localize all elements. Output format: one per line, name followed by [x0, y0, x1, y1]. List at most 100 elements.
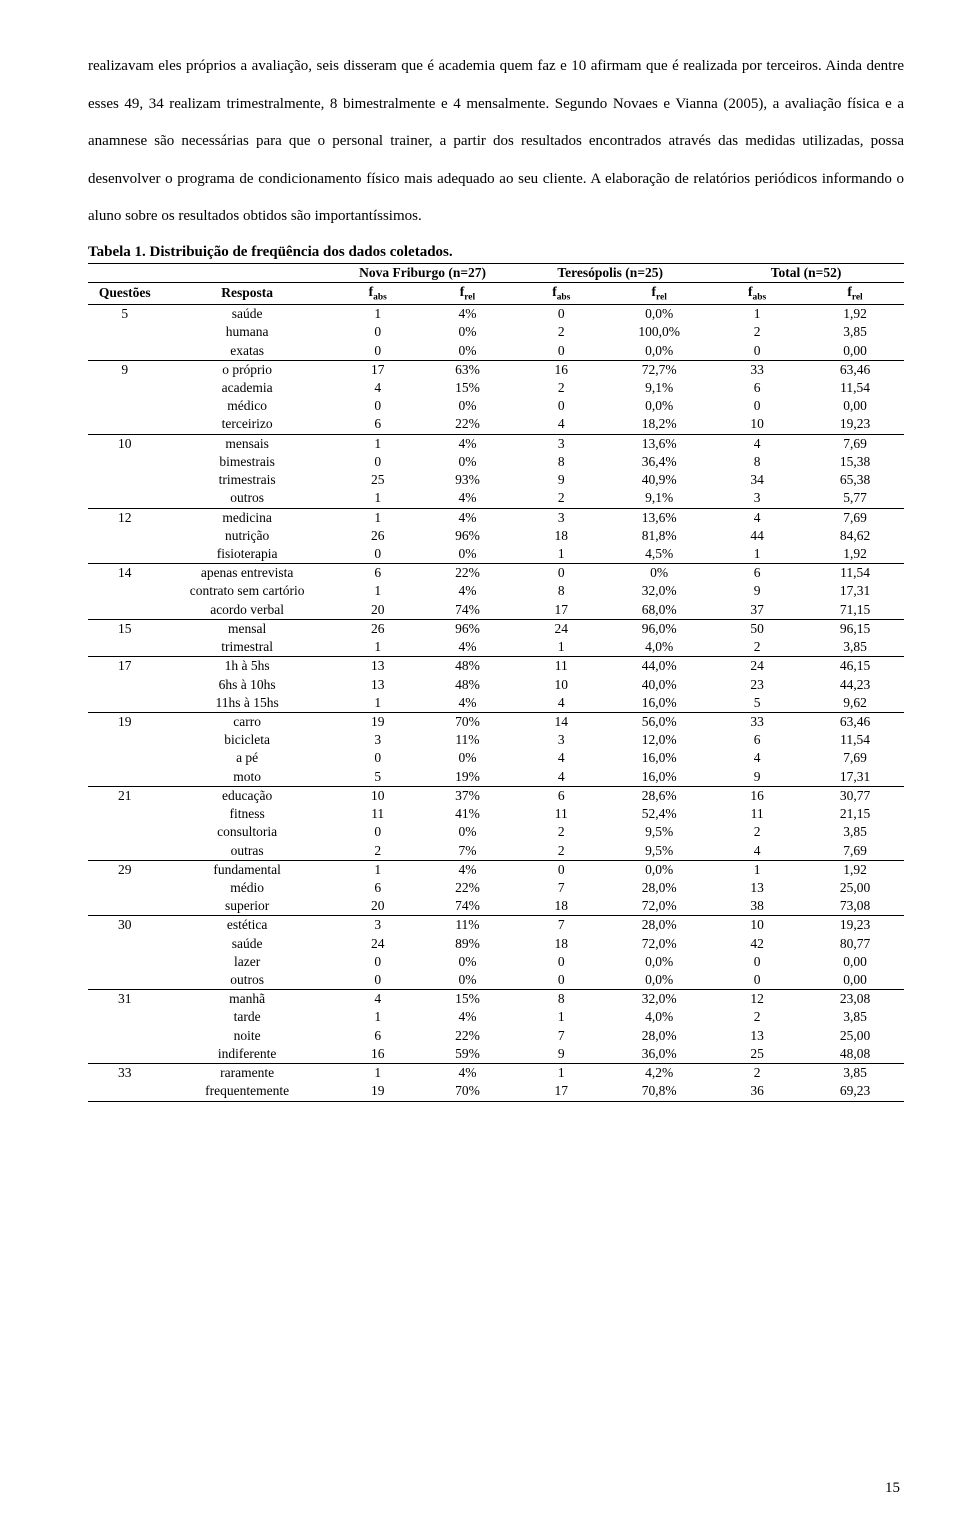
cell-value: 16,0%	[610, 749, 708, 767]
response-label: fitness	[161, 805, 332, 823]
response-label: médico	[161, 397, 332, 415]
cell-value: 0	[333, 323, 423, 341]
cell-value: 11	[333, 805, 423, 823]
cell-value: 3,85	[806, 1008, 904, 1026]
cell-value: 0	[333, 953, 423, 971]
cell-value: 28,0%	[610, 879, 708, 897]
response-label: apenas entrevista	[161, 564, 332, 583]
page-number: 15	[885, 1480, 900, 1497]
cell-value: 96,15	[806, 619, 904, 638]
cell-value: 7	[512, 879, 610, 897]
cell-value: 3	[512, 434, 610, 453]
cell-value: 25	[333, 471, 423, 489]
cell-value: 28,0%	[610, 916, 708, 935]
cell-value: 0,0%	[610, 953, 708, 971]
cell-value: 69,23	[806, 1082, 904, 1101]
cell-value: 48,08	[806, 1045, 904, 1064]
cell-value: 0%	[423, 545, 513, 564]
cell-value: 13	[708, 879, 806, 897]
cell-value: 70%	[423, 712, 513, 731]
cell-value: 0	[333, 545, 423, 564]
cell-value: 0,00	[806, 971, 904, 990]
response-label: fundamental	[161, 860, 332, 879]
cell-value: 10	[708, 916, 806, 935]
cell-value: 5,77	[806, 489, 904, 508]
response-label: consultoria	[161, 823, 332, 841]
cell-value: 14	[512, 712, 610, 731]
cell-value: 96,0%	[610, 619, 708, 638]
cell-value: 4%	[423, 860, 513, 879]
cell-value: 17,31	[806, 582, 904, 600]
cell-value: 4	[333, 990, 423, 1009]
cell-value: 11,54	[806, 731, 904, 749]
table-row: noite622%728,0%1325,00	[88, 1027, 904, 1045]
cell-value: 50	[708, 619, 806, 638]
cell-value: 36	[708, 1082, 806, 1101]
cell-value: 41%	[423, 805, 513, 823]
response-label: raramente	[161, 1064, 332, 1083]
cell-value: 10	[708, 415, 806, 434]
question-number: 29	[88, 860, 161, 916]
cell-value: 72,0%	[610, 897, 708, 916]
cell-value: 63%	[423, 360, 513, 379]
response-label: estética	[161, 916, 332, 935]
table-row: 171h à 5hs1348%1144,0%2446,15	[88, 657, 904, 676]
cell-value: 17	[512, 601, 610, 620]
cell-value: 3,85	[806, 638, 904, 657]
response-label: terceirizo	[161, 415, 332, 434]
cell-value: 4	[708, 508, 806, 527]
cell-value: 63,46	[806, 360, 904, 379]
cell-value: 2	[512, 323, 610, 341]
header-frel: frel	[610, 282, 708, 304]
table-row: 10mensais14%313,6%47,69	[88, 434, 904, 453]
cell-value: 23,08	[806, 990, 904, 1009]
cell-value: 100,0%	[610, 323, 708, 341]
table-row: frequentemente1970%1770,8%3669,23	[88, 1082, 904, 1101]
cell-value: 2	[708, 1064, 806, 1083]
question-number: 15	[88, 619, 161, 656]
cell-value: 9	[512, 1045, 610, 1064]
response-label: mensal	[161, 619, 332, 638]
cell-value: 0	[708, 971, 806, 990]
cell-value: 13	[708, 1027, 806, 1045]
header-fabs: fabs	[333, 282, 423, 304]
table-row: 30estética311%728,0%1019,23	[88, 916, 904, 935]
cell-value: 44	[708, 527, 806, 545]
cell-value: 9	[708, 768, 806, 787]
cell-value: 0	[512, 564, 610, 583]
cell-value: 38	[708, 897, 806, 916]
cell-value: 4%	[423, 508, 513, 527]
cell-value: 26	[333, 527, 423, 545]
table-row: 12medicina14%313,6%47,69	[88, 508, 904, 527]
response-label: bimestrais	[161, 453, 332, 471]
cell-value: 6	[333, 1027, 423, 1045]
cell-value: 0%	[423, 953, 513, 971]
cell-value: 2	[512, 842, 610, 861]
cell-value: 12	[708, 990, 806, 1009]
header-frel: frel	[423, 282, 513, 304]
table-row: saúde2489%1872,0%4280,77	[88, 935, 904, 953]
cell-value: 24	[512, 619, 610, 638]
table-row: humana00%2100,0%23,85	[88, 323, 904, 341]
cell-value: 3	[512, 508, 610, 527]
table-row: consultoria00%29,5%23,85	[88, 823, 904, 841]
cell-value: 46,15	[806, 657, 904, 676]
cell-value: 32,0%	[610, 990, 708, 1009]
cell-value: 7,69	[806, 749, 904, 767]
cell-value: 71,15	[806, 601, 904, 620]
cell-value: 9	[708, 582, 806, 600]
cell-value: 3,85	[806, 1064, 904, 1083]
cell-value: 17	[333, 360, 423, 379]
cell-value: 32,0%	[610, 582, 708, 600]
response-label: saúde	[161, 935, 332, 953]
cell-value: 4,0%	[610, 1008, 708, 1026]
response-label: contrato sem cartório	[161, 582, 332, 600]
response-label: o próprio	[161, 360, 332, 379]
cell-value: 20	[333, 601, 423, 620]
question-number: 10	[88, 434, 161, 508]
response-label: moto	[161, 768, 332, 787]
question-number: 19	[88, 712, 161, 786]
cell-value: 1	[333, 694, 423, 713]
cell-value: 89%	[423, 935, 513, 953]
cell-value: 7	[512, 1027, 610, 1045]
